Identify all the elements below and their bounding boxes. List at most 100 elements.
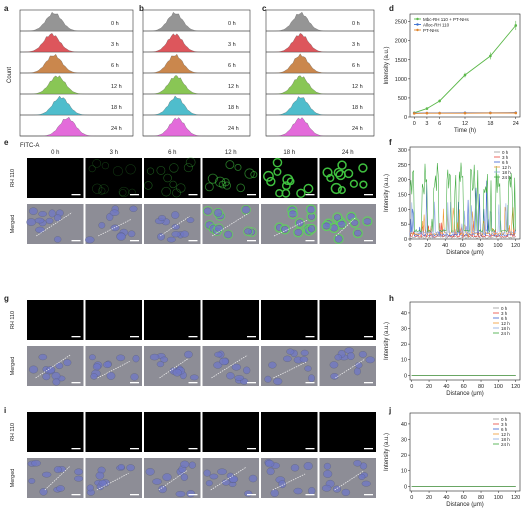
histogram-b-4 xyxy=(143,95,250,116)
x-tick-label: 12 xyxy=(462,121,468,127)
nucleus xyxy=(26,218,36,226)
legend-label: PT-NHs xyxy=(423,28,440,33)
green-cell xyxy=(92,159,102,168)
nucleus xyxy=(46,366,56,374)
nucleus xyxy=(234,375,245,381)
flow-timepoint-label: 3 h xyxy=(111,42,119,48)
y-tick-label: 250 xyxy=(398,163,407,169)
y-tick-label: 20 xyxy=(401,453,407,459)
nucleus xyxy=(158,215,166,221)
legend-label: Alloc-RH 110 xyxy=(423,22,450,27)
flow-y-label: Count xyxy=(7,67,13,83)
green-membrane xyxy=(306,223,317,234)
chart-d: 0 3 6 12 18 24 0 500 1000 1500 2000 2500 Time (h) Int… xyxy=(384,13,521,134)
green-cell xyxy=(207,173,218,184)
green-membrane xyxy=(213,207,224,218)
nucleus xyxy=(205,480,213,487)
micro-image-fluor xyxy=(144,158,201,198)
x-tick-label: 20 xyxy=(426,495,432,501)
nucleus xyxy=(129,205,138,212)
histogram-c-3 xyxy=(266,75,374,95)
histogram-c-4 xyxy=(266,96,374,116)
nucleus xyxy=(180,460,190,468)
nucleus xyxy=(35,226,45,233)
green-cell xyxy=(272,157,283,168)
scale-bar xyxy=(305,240,315,242)
nucleus xyxy=(322,222,331,230)
nucleus xyxy=(157,233,165,241)
nucleus xyxy=(228,475,239,483)
profile-line-marker xyxy=(335,358,366,379)
x-tick-label: 0 xyxy=(408,243,411,249)
green-cell xyxy=(281,181,291,191)
flow-timepoint-label: 6 h xyxy=(228,63,236,69)
flow-timepoint-label: 18 h xyxy=(111,105,122,111)
nucleus xyxy=(74,468,83,476)
nucleus xyxy=(186,490,196,498)
data-point xyxy=(425,111,429,115)
profile-line-marker xyxy=(97,361,130,379)
micro-image-fluor xyxy=(261,412,318,452)
nucleus xyxy=(28,478,36,484)
scale-bar xyxy=(188,194,198,196)
legend-label: 3 h xyxy=(502,155,509,160)
green-membrane xyxy=(362,216,373,227)
profile-line-marker xyxy=(44,466,71,491)
flow-timepoint-label: 6 h xyxy=(352,63,360,69)
profile-line-marker xyxy=(159,358,189,379)
nucleus xyxy=(38,211,47,217)
green-membrane xyxy=(287,208,298,220)
green-cell xyxy=(98,187,106,195)
nucleus xyxy=(273,377,283,385)
nucleus xyxy=(341,488,351,496)
green-cell xyxy=(222,181,232,190)
nucleus xyxy=(98,479,107,487)
nucleus xyxy=(180,473,188,481)
panel-letter-d: d xyxy=(389,4,394,13)
green-cell xyxy=(236,183,245,193)
nucleus xyxy=(190,374,199,381)
profile-line-marker xyxy=(335,216,357,237)
nucleus xyxy=(109,209,120,216)
scale-bar xyxy=(305,194,315,196)
green-cell xyxy=(143,181,153,190)
legend-label: 18 h xyxy=(502,170,511,175)
data-point xyxy=(438,99,441,103)
nucleus xyxy=(42,471,52,478)
legend-label: 6 h xyxy=(501,427,508,432)
row-label: RH 110 xyxy=(10,423,16,441)
nucleus xyxy=(106,371,116,380)
data-point xyxy=(489,111,492,115)
nucleus xyxy=(172,368,182,377)
nucleus xyxy=(213,361,223,369)
nucleus xyxy=(224,230,233,239)
data-point xyxy=(514,24,518,27)
nucleus xyxy=(219,357,229,366)
nucleus xyxy=(354,230,362,237)
nucleus xyxy=(214,225,224,232)
x-tick-label: 18 xyxy=(487,121,493,127)
green-cell xyxy=(225,160,235,170)
nucleus xyxy=(103,361,112,368)
green-cell xyxy=(359,180,368,189)
profile-line-marker xyxy=(98,219,131,237)
nucleus xyxy=(304,365,312,372)
green-cell xyxy=(128,188,136,196)
green-cell xyxy=(335,169,346,181)
flow-timepoint-label: 24 h xyxy=(352,126,363,132)
scale-bar xyxy=(130,448,139,450)
nucleus xyxy=(38,353,48,361)
nucleus xyxy=(203,207,212,215)
nucleus xyxy=(52,378,61,386)
x-tick-label: 20 xyxy=(425,243,431,249)
nucleus xyxy=(231,363,241,371)
histogram-b-5 xyxy=(143,117,250,137)
profile-line-marker xyxy=(211,354,248,379)
green-cell xyxy=(169,163,179,173)
flow-timepoint-label: 18 h xyxy=(228,105,239,111)
nucleus xyxy=(186,217,195,223)
green-membrane xyxy=(333,233,344,245)
nucleus xyxy=(175,491,186,497)
